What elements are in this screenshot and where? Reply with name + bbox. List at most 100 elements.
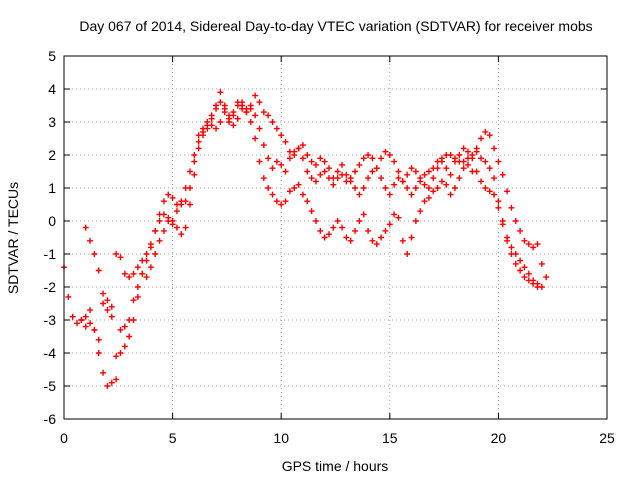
data-point: [217, 99, 224, 106]
data-point: [191, 158, 198, 165]
x-tick-label: 10: [273, 430, 289, 446]
data-point: [113, 376, 120, 383]
data-point: [182, 198, 189, 205]
y-tick-label: 2: [48, 147, 56, 163]
data-point: [304, 198, 311, 205]
data-point: [538, 260, 545, 267]
data-point: [195, 145, 202, 152]
data-point: [121, 343, 128, 350]
data-point: [178, 201, 185, 208]
data-point: [521, 237, 528, 244]
data-point: [434, 185, 441, 191]
data-point: [78, 317, 85, 323]
data-point: [443, 181, 450, 188]
data-point: [395, 175, 402, 182]
data-point: [208, 122, 215, 129]
data-point: [117, 254, 124, 261]
y-tick-label: -2: [44, 279, 57, 295]
data-point: [312, 178, 319, 185]
series-series-b: [78, 105, 550, 360]
data-point: [243, 105, 250, 112]
data-point: [269, 165, 276, 172]
chart-title: Day 067 of 2014, Sidereal Day-to-day VTE…: [79, 18, 592, 34]
data-point: [312, 161, 319, 168]
data-point: [430, 188, 437, 195]
data-point: [404, 185, 411, 191]
data-point: [356, 161, 363, 168]
data-point: [95, 336, 102, 343]
data-point: [438, 158, 445, 165]
data-point: [434, 165, 441, 172]
data-point: [252, 92, 259, 99]
data-point: [491, 175, 498, 182]
data-point: [469, 155, 476, 162]
data-point: [512, 260, 519, 267]
data-point: [417, 208, 424, 215]
data-point: [178, 231, 185, 238]
data-point: [421, 181, 428, 188]
y-tick-label: 5: [48, 48, 56, 64]
data-point: [491, 191, 498, 198]
data-point: [486, 165, 493, 172]
data-point: [504, 188, 511, 195]
y-tick-label: 1: [48, 180, 56, 196]
data-point: [525, 270, 532, 277]
data-point: [299, 155, 306, 162]
data-point: [130, 297, 137, 304]
data-point: [173, 224, 180, 231]
plot-frame: [63, 55, 608, 420]
x-tick-label: 20: [491, 430, 507, 446]
data-point: [352, 168, 359, 175]
data-point: [334, 218, 341, 224]
data-point: [365, 152, 372, 158]
x-tick-label: 15: [382, 430, 398, 446]
data-point: [404, 251, 411, 257]
data-point: [160, 198, 167, 205]
data-point: [360, 185, 367, 191]
y-axis-label: SDTVAR / TECUs: [5, 182, 21, 294]
data-point: [451, 185, 458, 191]
data-point: [386, 152, 393, 158]
data-point: [521, 274, 528, 281]
data-point: [282, 198, 289, 205]
data-point: [417, 175, 424, 182]
data-point: [82, 224, 89, 231]
data-point: [464, 148, 471, 155]
data-point: [373, 241, 380, 248]
data-point: [286, 188, 293, 195]
data-point: [447, 152, 454, 158]
data-point: [321, 168, 328, 175]
data-point: [495, 158, 502, 165]
series-series-a: [61, 89, 545, 389]
data-point: [460, 145, 467, 152]
data-point: [91, 251, 98, 257]
data-point: [156, 237, 163, 244]
data-point: [478, 178, 485, 185]
data-point: [134, 264, 141, 271]
data-point: [204, 125, 211, 132]
data-point: [134, 284, 141, 290]
data-point: [499, 221, 506, 228]
data-point: [126, 274, 133, 281]
data-point: [308, 158, 315, 165]
data-point: [508, 251, 515, 257]
data-point: [256, 99, 263, 106]
data-point: [504, 237, 511, 244]
data-point: [412, 168, 419, 175]
data-point: [191, 171, 198, 178]
data-point: [321, 234, 328, 241]
data-point: [369, 155, 376, 162]
data-point: [460, 158, 467, 165]
data-point: [347, 237, 354, 244]
data-point: [399, 237, 406, 244]
data-point: [408, 165, 415, 172]
data-point: [478, 155, 485, 162]
data-point: [295, 145, 302, 152]
data-point: [382, 185, 389, 191]
data-point: [104, 307, 111, 314]
data-point: [186, 201, 193, 208]
data-point: [278, 201, 285, 208]
data-point: [352, 185, 359, 191]
data-point: [508, 204, 515, 211]
